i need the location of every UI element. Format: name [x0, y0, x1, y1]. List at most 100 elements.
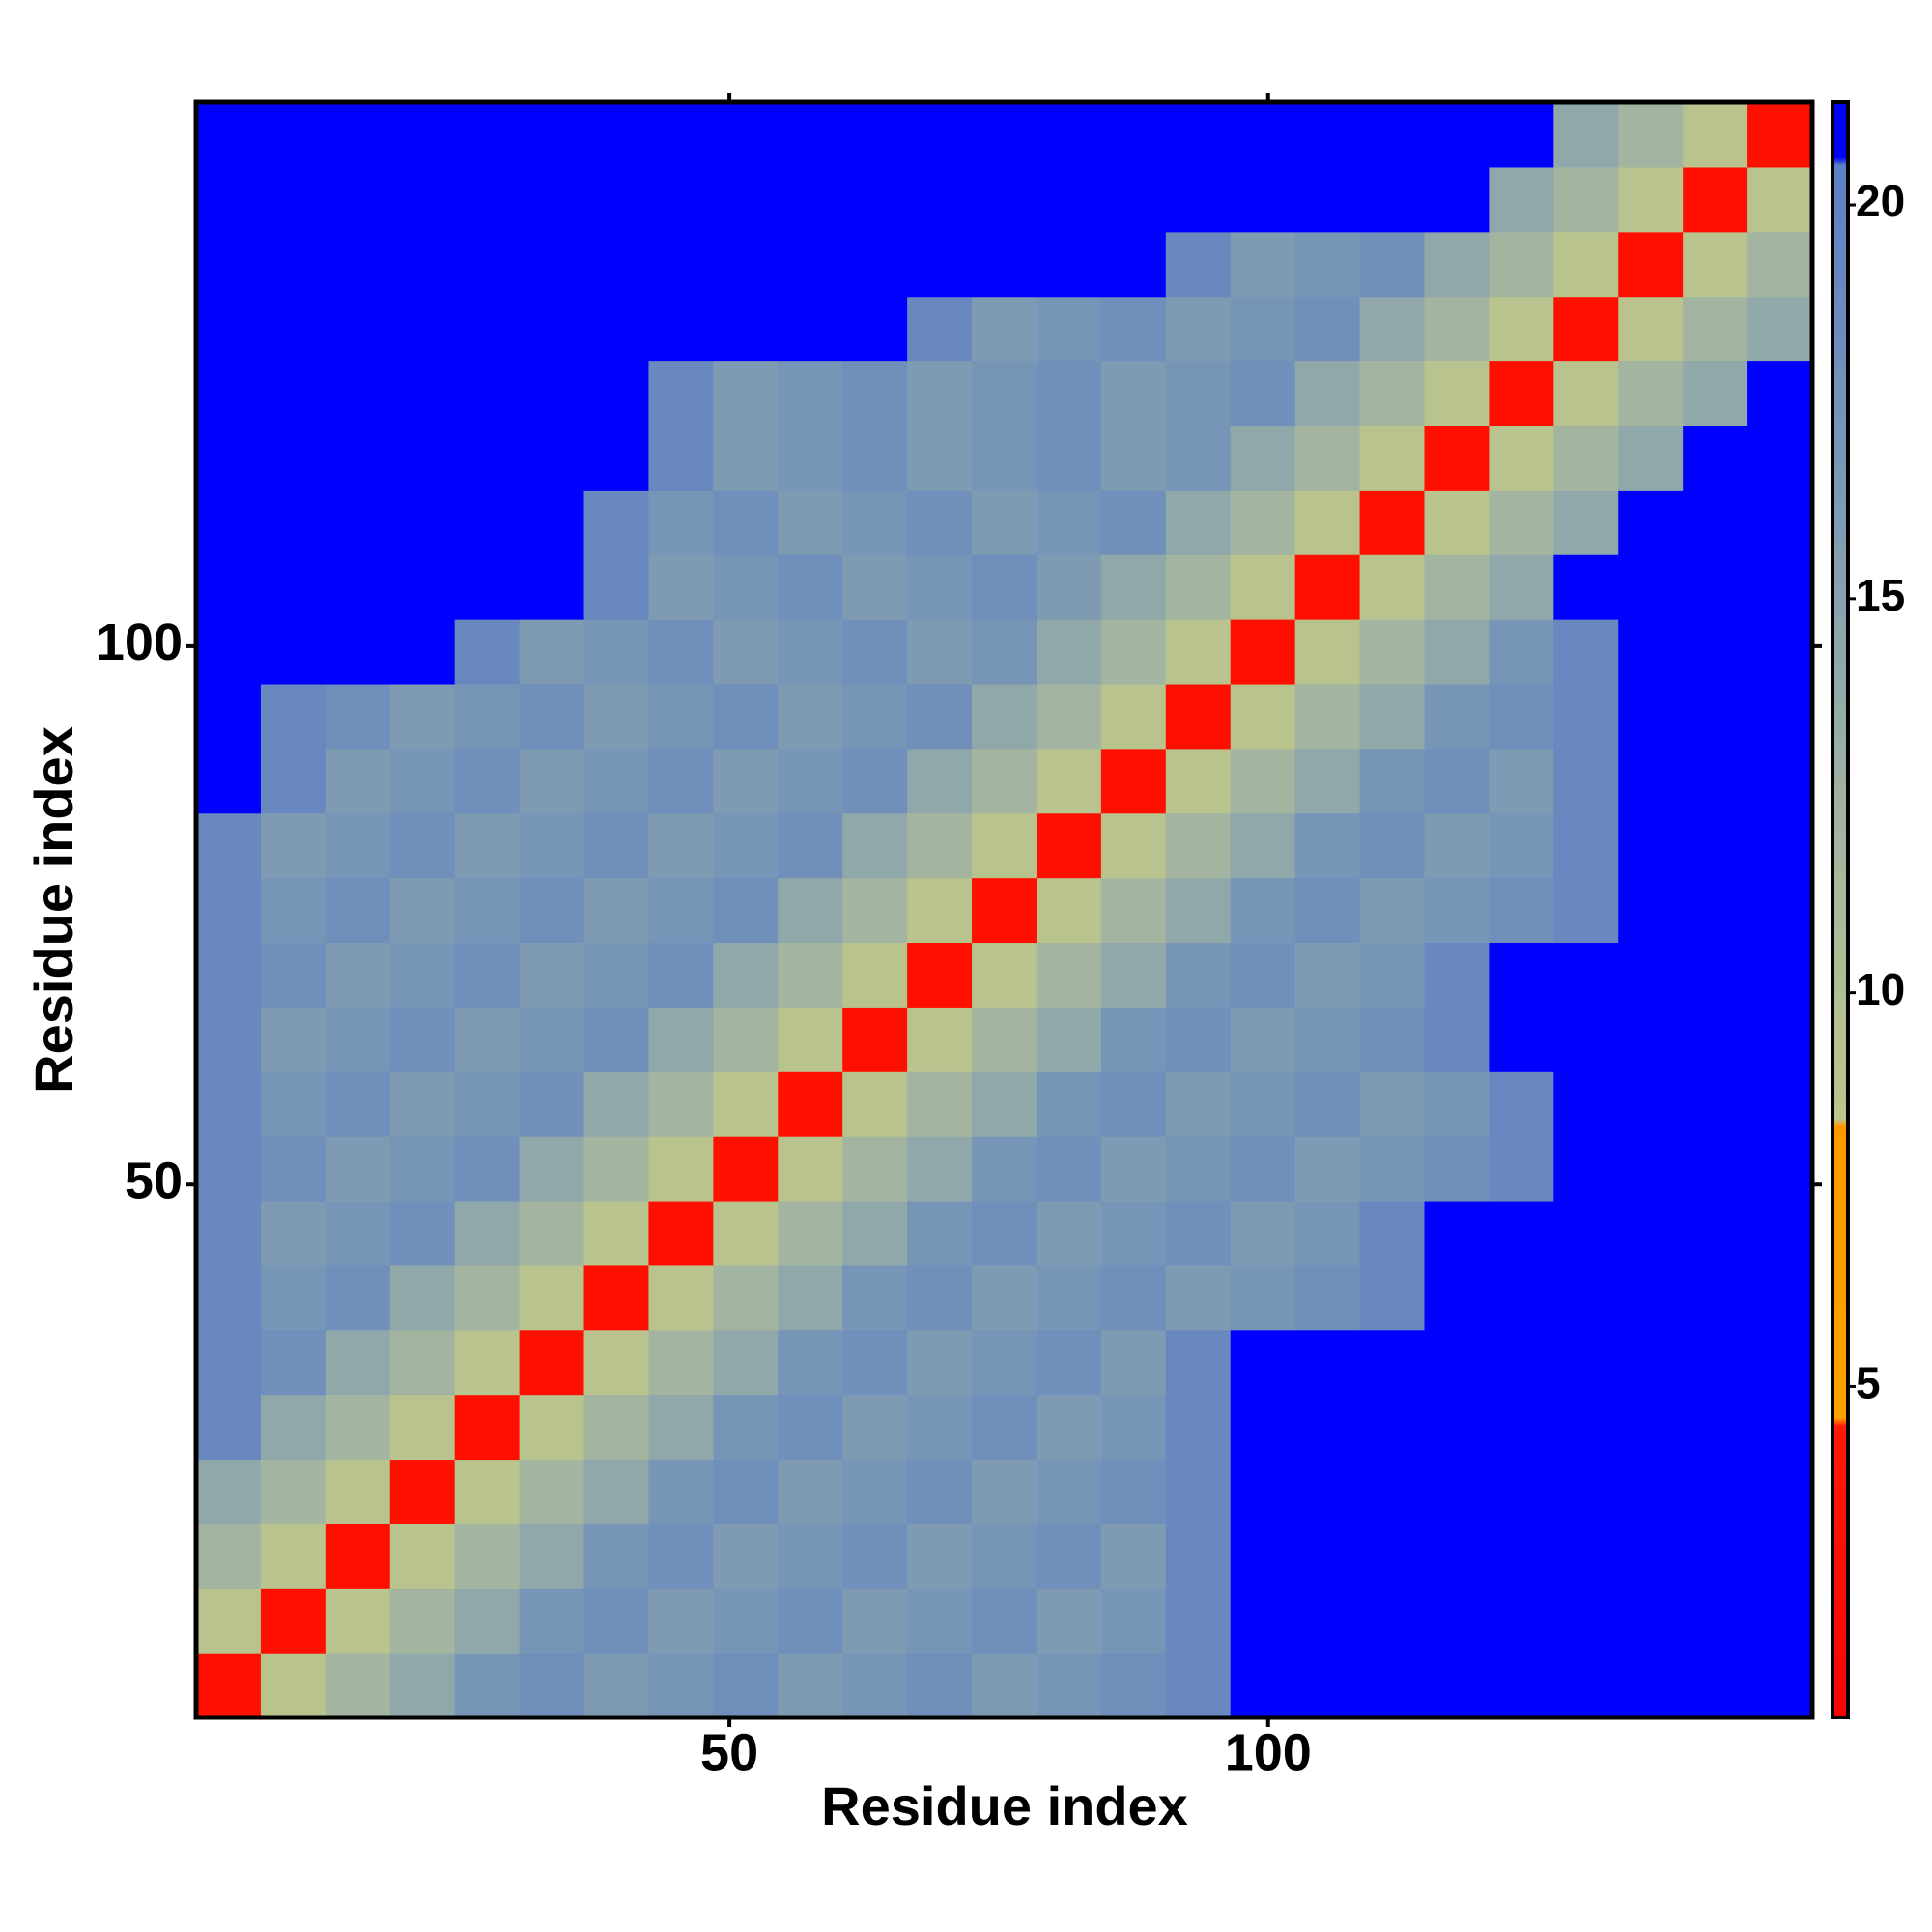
heatmap-cell: [519, 1200, 585, 1266]
heatmap-cell: [389, 877, 456, 944]
heatmap-cell: [1553, 812, 1619, 879]
heatmap-cell: [1100, 1394, 1167, 1461]
heatmap-cell: [1424, 360, 1490, 426]
heatmap-cell: [1294, 812, 1361, 879]
heatmap-cell: [648, 1071, 714, 1137]
heatmap-cell: [1230, 1007, 1296, 1072]
heatmap-cell: [907, 1653, 973, 1719]
heatmap-cell: [907, 877, 973, 944]
heatmap-cell: [1489, 360, 1554, 426]
heatmap-cell: [389, 102, 456, 168]
colorbar-tick-label: 5: [1856, 1358, 1881, 1408]
heatmap-cell: [1424, 1200, 1490, 1266]
heatmap-cell: [454, 1200, 521, 1266]
heatmap-cell: [1683, 812, 1748, 879]
heatmap-cell: [325, 877, 391, 944]
heatmap-cell: [1294, 942, 1361, 1008]
heatmap-cell: [1359, 748, 1426, 814]
heatmap-cell: [1489, 425, 1554, 491]
heatmap-cell: [1553, 1394, 1619, 1461]
heatmap-cell: [260, 425, 327, 491]
heatmap-cell: [583, 1071, 650, 1137]
heatmap-cell: [1424, 1394, 1490, 1461]
heatmap-cell: [260, 812, 327, 879]
heatmap-cell: [1036, 490, 1102, 555]
heatmap-cell: [713, 1329, 779, 1396]
heatmap-cell: [519, 554, 585, 620]
heatmap-cell: [972, 166, 1037, 233]
heatmap-cell: [1747, 1588, 1813, 1654]
heatmap-cell: [1230, 296, 1296, 362]
heatmap-cell: [260, 1588, 327, 1654]
heatmap-cell: [1747, 812, 1813, 879]
heatmap-cell: [778, 360, 843, 426]
heatmap-cell: [583, 1653, 650, 1719]
heatmap-cell: [519, 425, 585, 491]
heatmap-cell: [1747, 1523, 1813, 1589]
heatmap-cell: [1747, 490, 1813, 555]
heatmap-cell: [842, 812, 908, 879]
heatmap-cell: [972, 425, 1037, 491]
heatmap-cell: [648, 296, 714, 362]
heatmap-cell: [1294, 1136, 1361, 1202]
heatmap-cell: [778, 1588, 843, 1654]
heatmap-cell: [389, 360, 456, 426]
heatmap-cell: [972, 1588, 1037, 1654]
heatmap-cell: [1294, 425, 1361, 491]
heatmap-cell: [1359, 360, 1426, 426]
heatmap-cell: [1747, 102, 1813, 168]
heatmap-cell: [325, 1523, 391, 1589]
heatmap-cell: [1036, 360, 1102, 426]
heatmap-cell: [1553, 877, 1619, 944]
heatmap-cell: [389, 942, 456, 1008]
heatmap-cell: [325, 360, 391, 426]
heatmap-cell: [519, 812, 585, 879]
heatmap-cell: [778, 683, 843, 750]
heatmap-cell: [454, 877, 521, 944]
heatmap-cell: [778, 231, 843, 298]
heatmap-cell: [1359, 1394, 1426, 1461]
heatmap-cell: [1165, 1588, 1232, 1654]
heatmap-cell: [842, 554, 908, 620]
heatmap-cell: [260, 748, 327, 814]
heatmap-cell: [1359, 1523, 1426, 1589]
heatmap-cell: [713, 1136, 779, 1202]
heatmap-cell: [1230, 1459, 1296, 1524]
heatmap-cell: [1618, 1588, 1684, 1654]
heatmap-cell: [1230, 1394, 1296, 1461]
heatmap-cell: [1683, 231, 1748, 298]
heatmap-cell: [454, 1071, 521, 1137]
heatmap-cell: [1165, 360, 1232, 426]
heatmap-cell: [1683, 425, 1748, 491]
heatmap-cell: [325, 619, 391, 685]
heatmap-cell: [1294, 166, 1361, 233]
heatmap-cell: [972, 231, 1037, 298]
heatmap-cell: [1036, 1264, 1102, 1331]
heatmap-cell: [519, 1136, 585, 1202]
heatmap-cell: [1100, 1200, 1167, 1266]
heatmap-cell: [1489, 619, 1554, 685]
heatmap-cell: [907, 554, 973, 620]
heatmap-cell: [778, 1653, 843, 1719]
heatmap-cell: [1100, 1136, 1167, 1202]
heatmap-cell: [260, 1200, 327, 1266]
heatmap-cell: [1359, 619, 1426, 685]
heatmap-cell: [1165, 1653, 1232, 1719]
heatmap-cell: [519, 166, 585, 233]
heatmap-cell: [583, 1394, 650, 1461]
heatmap-cell: [842, 942, 908, 1008]
heatmap-cell: [907, 166, 973, 233]
heatmap-cell: [325, 554, 391, 620]
x-tick-label: 100: [1225, 1723, 1312, 1781]
heatmap-cell: [1294, 1200, 1361, 1266]
heatmap-cell: [1618, 102, 1684, 168]
heatmap-cell: [842, 1007, 908, 1072]
heatmap-cell: [648, 619, 714, 685]
heatmap-cell: [1747, 683, 1813, 750]
heatmap-cell: [713, 683, 779, 750]
heatmap-cell: [713, 360, 779, 426]
heatmap-cell: [583, 1523, 650, 1589]
heatmap-cell: [1553, 942, 1619, 1008]
heatmap-cell: [196, 1653, 262, 1719]
